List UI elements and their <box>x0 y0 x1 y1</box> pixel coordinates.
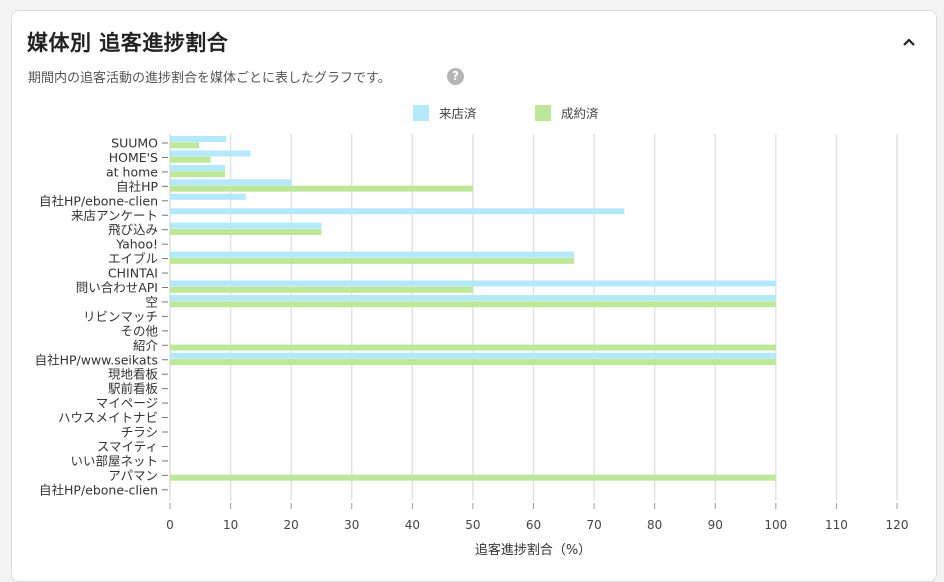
x-tick-label: 100 <box>764 518 787 532</box>
bar-raiten <box>170 208 625 215</box>
question-circle-icon[interactable]: ? <box>447 68 464 85</box>
bar-seiyaku <box>170 344 776 351</box>
y-tick-label: 駅前看板 <box>108 381 159 396</box>
card-title: 媒体別 追客進捗割合 <box>27 31 229 55</box>
y-tick-label: エイブル <box>108 251 158 266</box>
y-tick-label: CHINTAI <box>108 266 158 281</box>
x-tick-label: 70 <box>586 518 601 532</box>
y-tick-label: 紹介 <box>133 338 159 353</box>
y-tick-label: 自社HP <box>116 179 158 194</box>
legend-swatch <box>535 105 551 121</box>
bar-seiyaku <box>170 185 473 192</box>
bar-seiyaku <box>170 171 226 178</box>
y-tick-label: 自社HP/ebone-clien <box>39 482 158 497</box>
bar-raiten <box>170 136 227 142</box>
y-tick-label: いい部屋ネット <box>70 453 158 468</box>
x-tick-label: 50 <box>465 518 480 532</box>
bar-seiyaku <box>170 156 211 163</box>
x-tick-label: 40 <box>405 518 420 532</box>
bar-seiyaku <box>170 474 776 481</box>
legend-label: 成約済 <box>561 106 599 121</box>
bar-raiten <box>170 150 251 157</box>
x-tick-label: 80 <box>647 518 662 532</box>
y-tick-label: 現地看板 <box>108 367 159 382</box>
card-subtitle: 期間内の追客活動の進捗割合を媒体ごとに表したグラフです。 <box>28 71 391 86</box>
bar-seiyaku <box>170 286 473 293</box>
y-tick-label: at home <box>106 164 158 179</box>
y-tick-label: アパマン <box>108 468 158 483</box>
x-tick-label: 30 <box>344 518 359 532</box>
bar-raiten <box>170 193 246 200</box>
y-tick-label: 自社HP/www.seikats <box>35 352 158 367</box>
bar-raiten <box>170 280 776 287</box>
x-tick-label: 0 <box>166 518 174 532</box>
x-tick-label: 10 <box>223 518 238 532</box>
bar-raiten <box>170 251 575 258</box>
bar-chart: 0 10 20 30 40 50 60 70 80 90 100 110 120 SUUMOHOME'Sa… <box>35 105 909 558</box>
x-tick-label: 20 <box>284 518 299 532</box>
y-tick-label: スマイティ <box>97 439 158 454</box>
x-axis-label: 追客進捗割合（%） <box>475 542 591 558</box>
y-tick-label: ハウスメイトナビ <box>58 410 158 425</box>
x-tick-label: 90 <box>708 518 723 532</box>
y-tick-label: Yahoo! <box>115 237 158 252</box>
x-tick-label: 110 <box>825 518 848 532</box>
y-tick-label: チラシ <box>121 425 158 440</box>
y-tick-label: 自社HP/ebone-clien <box>39 193 158 208</box>
y-tick-label: リビンマッチ <box>83 309 158 324</box>
y-tick-label: その他 <box>120 323 158 338</box>
bar-raiten <box>170 222 322 229</box>
bar-seiyaku <box>170 257 575 264</box>
legend-swatch <box>413 105 429 121</box>
chevron-up-icon[interactable] <box>900 33 918 51</box>
y-tick-label: 来店アンケート <box>71 208 158 223</box>
x-tick-label: 60 <box>526 518 541 532</box>
bar-seiyaku <box>170 301 776 308</box>
bar-seiyaku <box>170 359 776 366</box>
bar-raiten <box>170 352 776 359</box>
bar-raiten <box>170 164 226 171</box>
y-tick-label: 問い合わせAPI <box>76 280 158 295</box>
bar-raiten <box>170 179 292 186</box>
y-tick-label: 空 <box>145 294 158 309</box>
bar-seiyaku <box>170 229 322 235</box>
bar-raiten <box>170 294 776 301</box>
legend-label: 来店済 <box>439 106 477 121</box>
x-tick-label: 120 <box>886 518 909 532</box>
y-tick-label: SUUMO <box>111 136 158 151</box>
y-tick-label: HOME'S <box>109 150 158 165</box>
y-tick-label: マイページ <box>96 396 158 411</box>
bar-seiyaku <box>170 142 200 149</box>
y-tick-label: 飛び込み <box>108 222 158 237</box>
